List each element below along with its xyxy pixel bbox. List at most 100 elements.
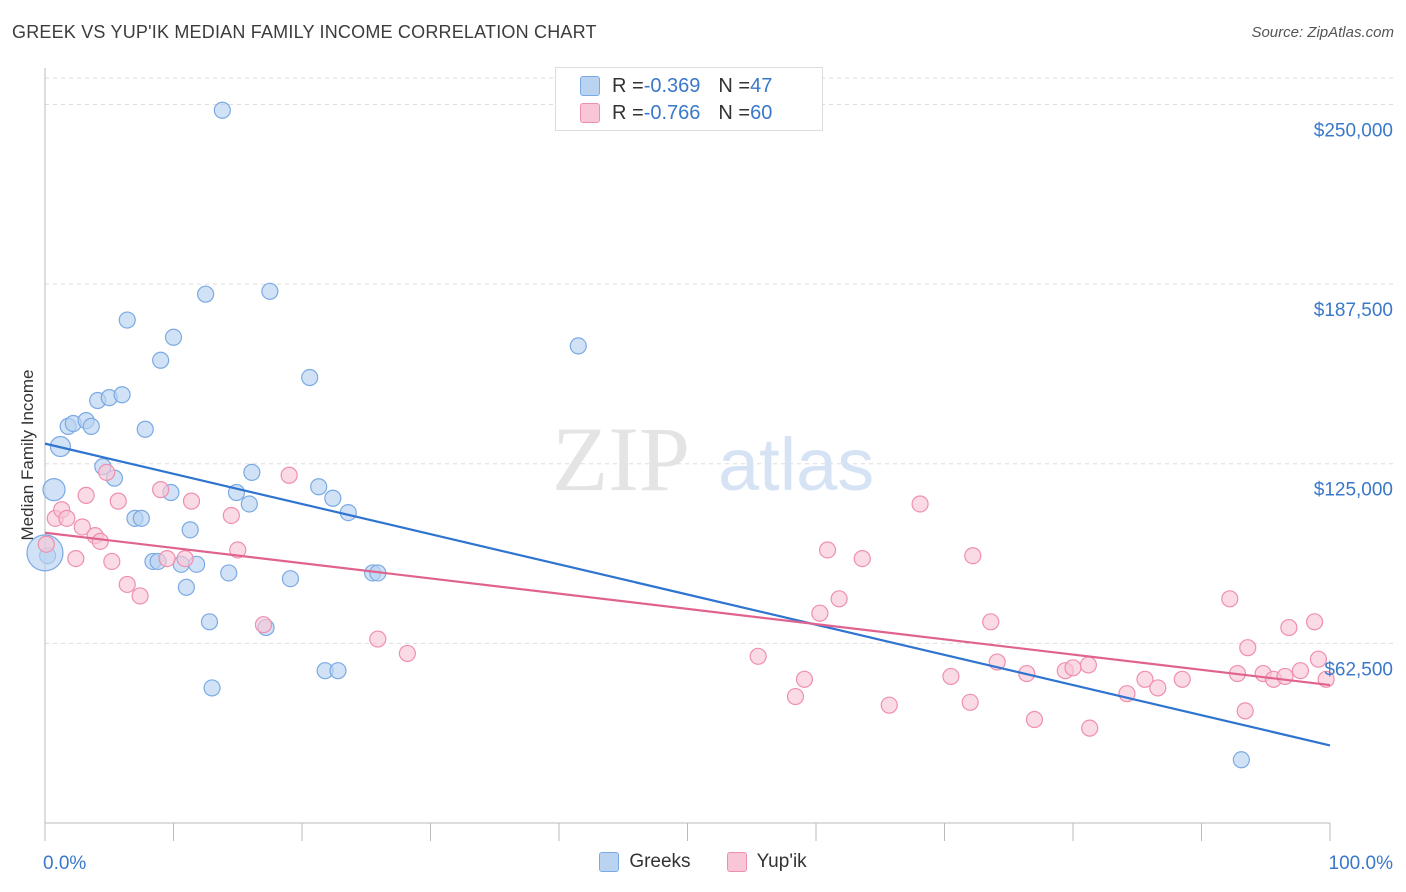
correlation-legend: R = -0.369 N = 47 R = -0.766 N = 60 [555, 67, 823, 131]
greeks-legend-swatch [599, 852, 620, 872]
yupik-point [37, 535, 55, 553]
legend-row-yupik: R = -0.766 N = 60 [580, 100, 772, 126]
r-label: R = [612, 101, 644, 124]
n-label: N = [718, 101, 751, 124]
chart-title: GREEK VS YUP'IK MEDIAN FAMILY INCOME COR… [12, 22, 597, 42]
greeks-point [200, 613, 219, 631]
yupik-point [749, 647, 767, 665]
yupik-point [1025, 710, 1044, 729]
series-legend: Greeks Yup'ik [0, 851, 1406, 873]
greeks-point [197, 285, 215, 303]
data-points [26, 101, 1335, 769]
yupik-point [1149, 679, 1167, 697]
greeks-point [301, 368, 319, 387]
greeks-point [177, 578, 195, 596]
y-tick-label: $250,000 [1314, 120, 1393, 141]
greeks-point [164, 328, 183, 346]
greeks-point [132, 509, 150, 527]
greeks-legend-label: Greeks [629, 851, 691, 872]
yupik-point [1305, 613, 1324, 631]
greeks-point [329, 662, 347, 680]
greeks-point [324, 489, 342, 507]
yupik-point [1239, 639, 1257, 657]
greeks-point [243, 463, 261, 481]
yupik-point [1173, 670, 1191, 688]
r-value-greeks: -0.369 [643, 74, 701, 97]
greeks-point [240, 495, 258, 513]
yupik-trend-line [44, 531, 1331, 687]
watermark-zip: ZIP [552, 408, 690, 510]
yupik-point [1079, 656, 1098, 674]
yupik-swatch [580, 103, 600, 123]
greeks-point [136, 420, 154, 438]
y-axis-title: Median Family Income [18, 369, 37, 540]
yupik-point [67, 549, 85, 568]
yupik-point [58, 509, 76, 527]
legend-item-greeks[interactable]: Greeks [599, 851, 691, 873]
yupik-point [1221, 590, 1239, 608]
yupik-point [795, 670, 814, 688]
greeks-swatch [580, 76, 600, 96]
yupik-point [280, 466, 298, 484]
greeks-point [203, 679, 221, 697]
tick-labels: $62,500 $125,000 $187,500 $250,000 0.0% 100.0… [43, 120, 1393, 874]
yupik-point [964, 547, 982, 565]
yupik-point [1136, 670, 1154, 688]
yupik-point [98, 463, 116, 481]
greeks-point [220, 564, 238, 582]
yupik-point [1064, 659, 1082, 677]
yupik-point [131, 587, 149, 605]
axes [44, 68, 1331, 841]
yupik-point [1309, 650, 1328, 668]
y-tick-label: $125,000 [1314, 480, 1393, 501]
yupik-point [982, 613, 1000, 631]
yupik-point [786, 687, 805, 706]
yupik-point [229, 541, 247, 559]
yupik-legend-swatch [726, 852, 747, 872]
yupik-point [1081, 719, 1099, 737]
yupik-point [222, 506, 240, 525]
greeks-point [1232, 751, 1250, 769]
yupik-point [182, 492, 201, 510]
yupik-point [1236, 702, 1254, 720]
n-value-greeks: 47 [750, 74, 773, 97]
yupik-point [830, 590, 848, 608]
r-label: R = [612, 74, 644, 97]
yupik-point [103, 552, 121, 571]
x-tick-label: 0.0% [43, 853, 86, 874]
source-label: Source: ZipAtlas.com [1251, 24, 1394, 41]
yupik-point [91, 532, 109, 550]
yupik-point [1276, 667, 1294, 686]
y-tick-label: $187,500 [1314, 300, 1393, 321]
yupik-point [73, 518, 91, 536]
yupik-point [254, 616, 273, 634]
greeks-point [181, 521, 199, 539]
yupik-point [961, 693, 979, 711]
yupik-point [1291, 662, 1310, 680]
greeks-point [42, 478, 66, 502]
x-tick-label: 100.0% [1329, 853, 1394, 874]
n-label: N = [718, 74, 751, 97]
yupik-point [109, 492, 127, 510]
yupik-legend-label: Yup'ik [756, 851, 807, 872]
yupik-point [818, 541, 837, 559]
watermark-atlas: atlas [718, 423, 874, 506]
greeks-point [213, 101, 231, 119]
yupik-point [118, 575, 136, 594]
n-value-yupik: 60 [750, 101, 773, 124]
greeks-point [113, 386, 131, 404]
legend-item-yupik[interactable]: Yup'ik [726, 851, 807, 873]
yupik-point [77, 486, 95, 504]
trend-lines [44, 442, 1331, 747]
yupik-point [369, 630, 387, 648]
greeks-point [261, 282, 279, 300]
yupik-point [176, 549, 194, 568]
yupik-point [152, 481, 170, 499]
yupik-point [1280, 618, 1298, 637]
yupik-point [811, 604, 829, 622]
yupik-point [398, 644, 416, 663]
yupik-point [853, 549, 871, 568]
legend-row-greeks: R = -0.369 N = 47 [580, 73, 772, 99]
greeks-trend-line [44, 442, 1331, 747]
